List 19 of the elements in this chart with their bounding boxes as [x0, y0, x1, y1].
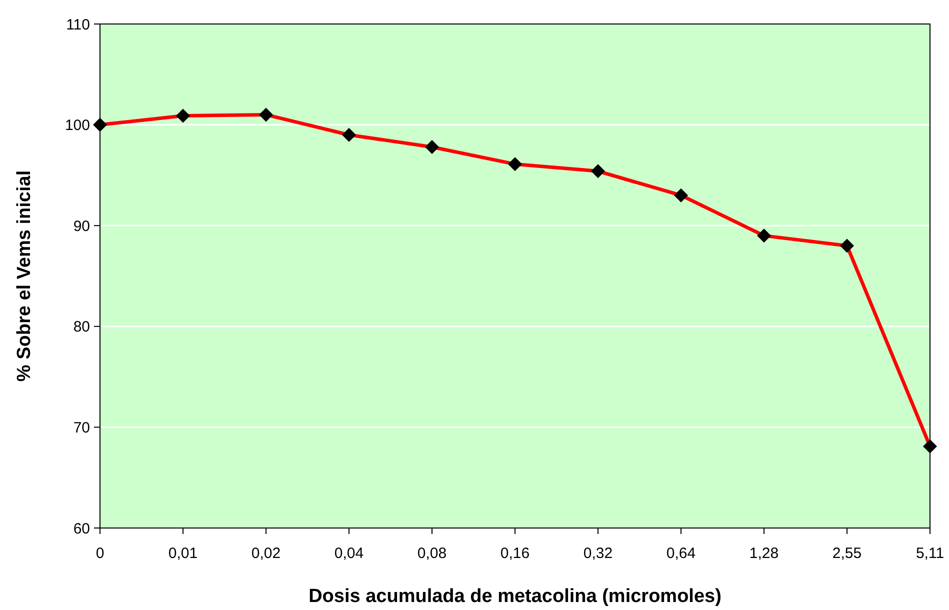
- x-tick-label: 0: [96, 545, 104, 562]
- y-tick-label: 80: [73, 318, 90, 336]
- y-tick-label: 100: [64, 117, 90, 134]
- y-axis-title: % Sobre el Vems inicial: [14, 170, 35, 382]
- x-tick-label: 0,08: [417, 545, 447, 562]
- y-tick-label: 110: [66, 16, 90, 34]
- x-tick-label: 1,28: [749, 545, 779, 562]
- x-tick-label: 0,02: [251, 545, 281, 562]
- y-tick-label: 70: [73, 419, 90, 436]
- x-tick-label: 0,32: [583, 545, 613, 562]
- x-tick-label: 0,01: [168, 545, 198, 562]
- x-tick-label: 5,11: [916, 545, 944, 562]
- x-tick-label: 2,55: [832, 545, 862, 562]
- x-axis-title: Dosis acumulada de metacolina (micromoles): [308, 586, 722, 607]
- y-tick-label: 90: [73, 218, 90, 235]
- x-tick-label: 0,16: [500, 545, 530, 562]
- x-tick-label: 0,64: [666, 545, 696, 562]
- y-tick-label: 60: [73, 520, 90, 538]
- x-tick-label: 0,04: [334, 545, 364, 562]
